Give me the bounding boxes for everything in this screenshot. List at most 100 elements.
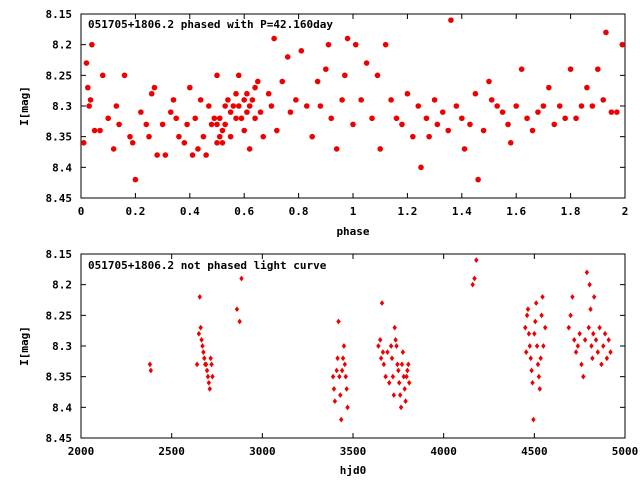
data-point — [410, 133, 416, 140]
data-point — [147, 361, 153, 368]
data-point — [216, 115, 223, 122]
data-point — [333, 146, 340, 152]
x-tick-label: 0.8 — [289, 205, 309, 218]
data-point — [533, 318, 538, 325]
data-point — [314, 78, 321, 85]
data-point — [197, 97, 204, 103]
data-point — [214, 140, 220, 146]
data-point — [494, 103, 500, 109]
data-point — [143, 121, 150, 128]
data-point — [399, 121, 405, 128]
data-point — [176, 133, 182, 140]
data-point — [397, 392, 403, 398]
tick-layer: 2000 2500 3000 3500 4000 4500 5000 8.15 8.2 8.25 8… — [46, 248, 639, 458]
data-point — [189, 152, 196, 158]
data-point — [524, 115, 530, 122]
data-point — [572, 337, 577, 343]
data-point — [568, 312, 573, 319]
data-point — [146, 133, 152, 140]
data-point — [567, 66, 574, 72]
data-point — [173, 115, 179, 122]
data-point — [540, 294, 545, 300]
data-point — [113, 103, 120, 109]
data-point — [200, 343, 205, 349]
y-tick-label: 8.25 — [46, 309, 73, 322]
data-point — [87, 97, 94, 103]
x-tick-label: 1.4 — [452, 205, 472, 218]
data-point — [216, 133, 223, 140]
data-point — [539, 312, 544, 319]
x-tick-label: 1.6 — [506, 205, 526, 218]
data-point — [342, 361, 348, 368]
data-point — [566, 324, 571, 331]
x-tick-label: 2000 — [68, 445, 95, 458]
data-point — [198, 324, 203, 331]
data-point — [233, 115, 239, 122]
data-point — [399, 361, 405, 368]
data-point — [526, 330, 532, 337]
data-point — [227, 109, 234, 115]
data-point — [536, 373, 542, 380]
data-point — [345, 404, 350, 411]
y-tick-label: 8.25 — [46, 69, 73, 82]
data-point — [423, 115, 430, 122]
data-point — [207, 386, 212, 392]
data-point — [358, 97, 364, 103]
data-point — [257, 109, 264, 115]
data-point — [390, 373, 396, 380]
data-point — [203, 152, 209, 158]
data-point — [287, 109, 294, 115]
data-point — [382, 41, 389, 48]
data-point — [86, 103, 92, 109]
data-point — [184, 121, 190, 128]
data-point — [595, 66, 601, 72]
data-point — [602, 330, 608, 337]
y-tick-label: 8.2 — [52, 279, 72, 292]
data-point — [116, 121, 122, 128]
data-point — [600, 97, 607, 103]
data-point — [340, 355, 346, 362]
data-point — [200, 133, 207, 140]
data-point — [388, 97, 394, 103]
data-point — [162, 152, 169, 158]
data-point — [132, 176, 139, 183]
x-tick-label: 3000 — [249, 445, 276, 458]
data-point — [459, 115, 465, 122]
data-point — [293, 97, 299, 103]
y-tick-label: 8.4 — [52, 161, 72, 174]
data-point — [599, 361, 604, 368]
data-point — [404, 90, 411, 97]
x-axis-title: phase — [336, 225, 369, 238]
data-point — [97, 127, 103, 134]
data-point — [582, 337, 588, 343]
data-point — [363, 60, 370, 66]
data-point — [238, 115, 245, 122]
data-point — [374, 72, 381, 79]
data-point — [597, 324, 602, 331]
data-point — [584, 84, 590, 91]
data-point — [260, 133, 267, 140]
light-curve-plot: 051705+1806.2 not phased light curve hjd… — [18, 248, 638, 477]
y-axis-title: I[mag] — [18, 86, 31, 126]
data-point — [480, 127, 487, 134]
data-point — [578, 103, 585, 109]
data-point — [222, 103, 228, 109]
data-point — [303, 103, 310, 109]
x-tick-label: 0.4 — [180, 205, 200, 218]
data-point — [339, 367, 345, 374]
data-point — [121, 72, 128, 79]
data-point — [197, 294, 202, 300]
data-point — [234, 306, 240, 313]
data-point — [407, 379, 412, 386]
data-point — [192, 115, 199, 122]
data-point — [385, 349, 390, 355]
data-point — [499, 109, 506, 115]
data-point — [377, 146, 384, 152]
data-point — [570, 294, 575, 300]
data-point — [239, 275, 244, 282]
y-tick-label: 8.35 — [46, 131, 73, 144]
data-point — [369, 115, 375, 122]
data-point — [222, 121, 228, 128]
data-point — [378, 355, 384, 362]
data-point — [608, 109, 615, 115]
